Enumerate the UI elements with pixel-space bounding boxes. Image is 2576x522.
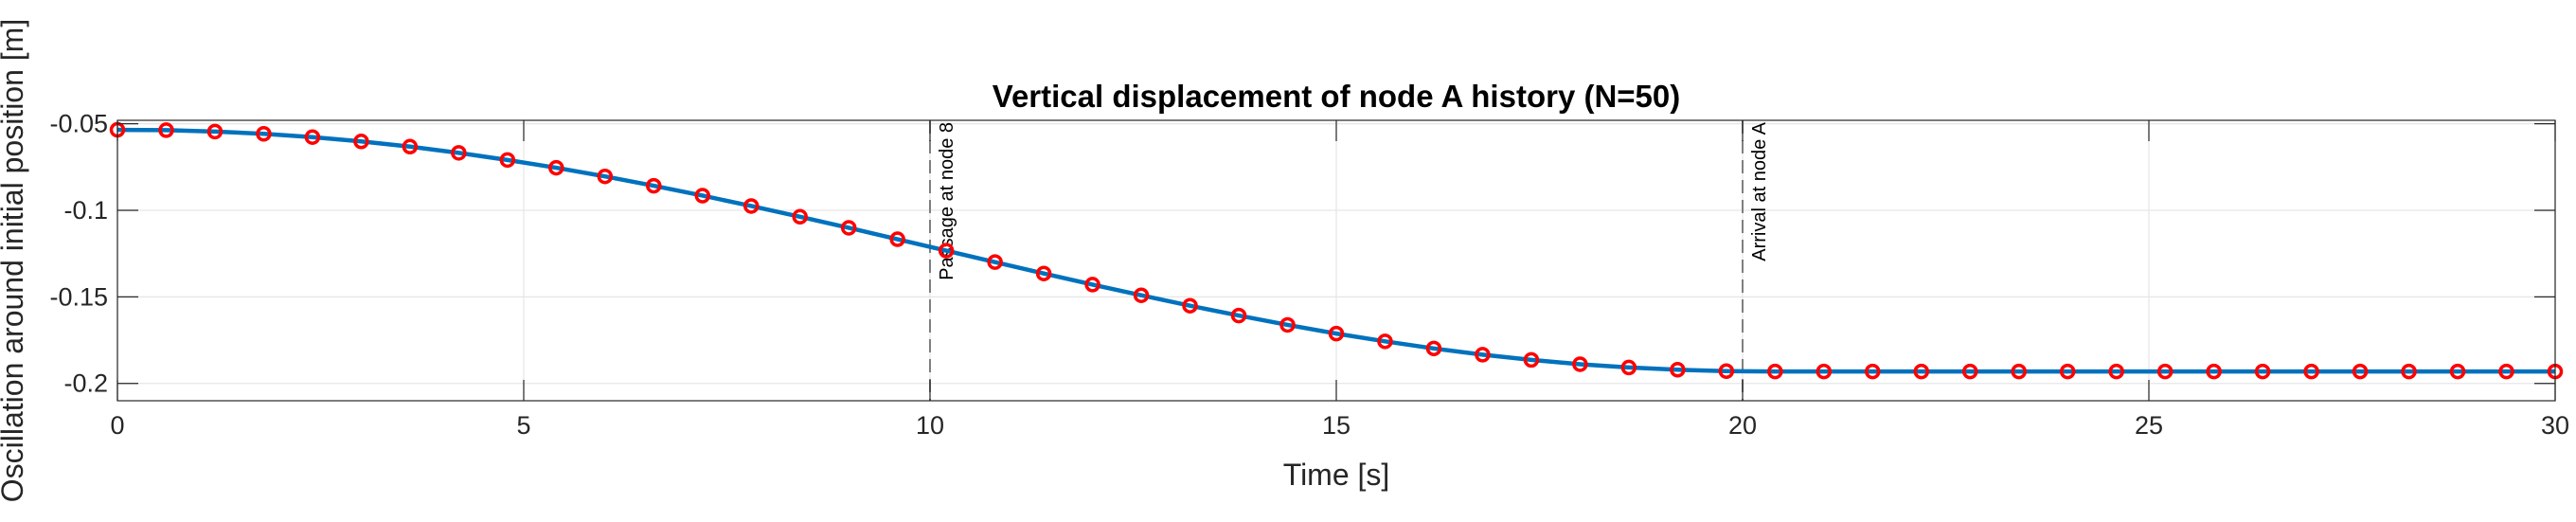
data-point-marker [304,129,321,145]
series-line [116,127,2555,374]
data-point-marker [2254,363,2271,380]
data-point-marker [2498,363,2514,380]
data-point-marker [840,220,857,236]
data-point-marker [1475,347,1491,363]
data-point-marker [889,231,905,247]
data-point-marker [2401,363,2417,380]
series [109,121,2564,380]
data-point-marker [1913,363,1930,380]
data-point-marker [938,243,955,259]
data-point-marker [597,168,614,185]
data-point-marker [646,177,662,194]
data-point-marker [1425,340,1442,357]
annotations: Passage at node 8 Arrival at node A [929,120,1770,401]
y-tick-label: -0.15 [49,282,108,311]
data-point-marker [1035,265,1052,281]
data-point-marker [1865,363,1881,380]
data-point-marker [158,122,174,138]
data-point-marker [1620,359,1637,376]
data-point-marker [792,208,808,225]
data-point-marker [2449,363,2466,380]
y-tick-label: -0.2 [63,369,108,398]
data-point-marker [1523,351,1540,369]
data-point-marker [1572,356,1588,372]
x-tick-label: 20 [1728,411,1757,440]
x-tick-label: 25 [2135,411,2163,440]
data-point-marker [353,134,369,150]
data-point-marker [402,138,419,155]
y-tick-label: -0.1 [63,196,108,225]
data-point-marker [1084,277,1100,293]
data-point-marker [1718,363,1735,380]
data-point-marker [1767,363,1783,380]
data-point-marker [1133,287,1150,303]
y-axis-label: Oscillation around initial position [m] [0,19,29,502]
data-point-marker [2011,363,2027,380]
data-point-marker [2156,363,2174,380]
data-point-marker [1328,325,1345,342]
x-axis-label: Time [s] [1283,458,1390,492]
data-point-marker [1230,307,1247,324]
annotation-label: Arrival at node A [1749,121,1770,261]
data-point-marker [1182,297,1198,314]
ticks: 0 5 10 15 20 25 30 -0.05 -0.1 -0.15 -0.2 [49,110,2569,440]
data-point-marker [1961,363,1978,380]
data-point-marker [206,123,224,140]
data-point-marker [499,152,516,169]
data-point-marker [2206,363,2222,380]
data-point-marker [742,198,760,214]
data-point-marker [694,188,711,204]
data-point-marker [1279,316,1296,333]
x-tick-label: 0 [110,411,124,440]
data-point-marker [256,126,272,142]
data-point-marker [451,145,467,161]
x-tick-label: 10 [916,411,944,440]
x-tick-label: 5 [516,411,530,440]
data-point-marker [2303,363,2319,380]
chart-title: Vertical displacement of node A history … [993,79,1681,114]
y-tick-label: -0.05 [49,110,108,138]
data-point-marker [548,159,564,176]
data-point-marker [1377,333,1393,350]
annotation-label: Passage at node 8 [937,122,957,280]
data-point-marker [1670,362,1686,378]
x-tick-label: 15 [1322,411,1351,440]
data-point-marker [2108,363,2124,380]
data-point-marker [987,254,1003,270]
x-tick-label: 30 [2541,411,2569,440]
data-point-marker [2059,363,2076,380]
data-point-marker [2352,363,2369,380]
data-point-marker [1816,363,1833,380]
